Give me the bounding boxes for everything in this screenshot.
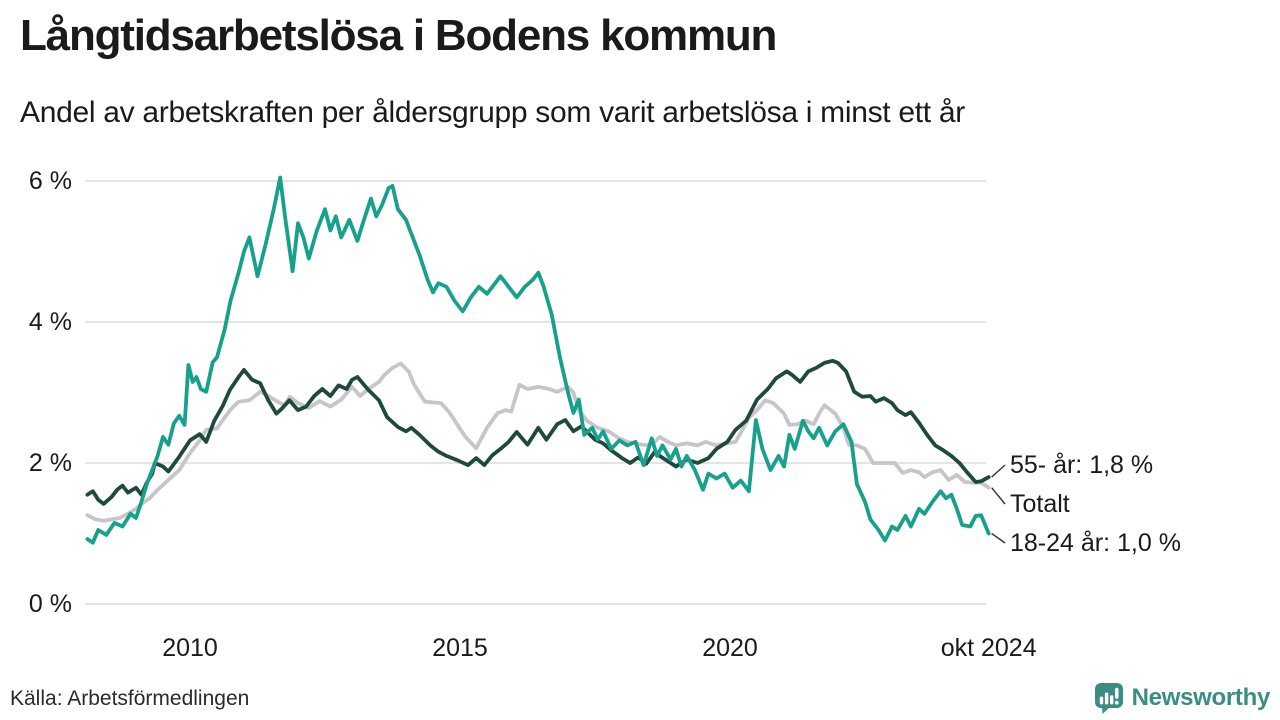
source-note: Källa: Arbetsförmedlingen [10,687,250,710]
annotation-leader-line [991,532,1006,544]
y-axis-tick-label: 0 % [28,590,72,618]
series-line-18-24-ar [85,175,991,545]
newsworthy-logo: Newsworthy [1094,682,1270,714]
series-line-55-ar [85,358,991,506]
newsworthy-bubble-chart-icon [1094,683,1123,714]
x-axis-tick-label: 2010 [162,634,218,662]
series-end-label-totalt: Totalt [1010,490,1070,518]
y-axis-tick-label: 6 % [28,167,72,195]
series-end-label-18-24-ar: 18-24 år: 1,0 % [1010,529,1181,557]
newsworthy-logo-text: Newsworthy [1131,684,1271,711]
page-subtitle: Andel av arbetskraften per åldersgrupp s… [20,96,965,129]
series-end-label-55-ar: 55- år: 1,8 % [1010,451,1154,479]
page-title: Långtidsarbetslösa i Bodens kommun [20,11,777,60]
x-axis-tick-label: 2015 [432,634,488,662]
y-axis-tick-label: 2 % [28,449,72,477]
annotation-leader-line [991,487,1006,505]
x-axis-tick-label: okt 2024 [940,634,1037,662]
annotation-leader-line [991,464,1006,478]
x-axis-tick-label: 2020 [702,634,758,662]
series-line-totalt [85,361,991,523]
y-axis-tick-label: 4 % [28,308,72,336]
